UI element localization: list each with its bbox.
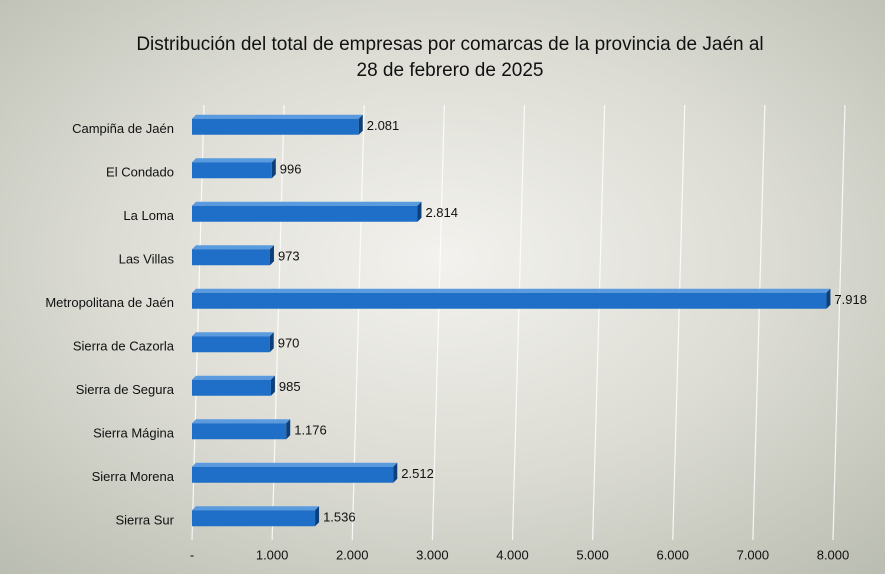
x-tick-label: 6.000 <box>656 547 689 562</box>
bar-side <box>271 158 276 179</box>
grid-line <box>431 104 445 541</box>
x-tick-label: 3.000 <box>416 547 449 562</box>
bar <box>192 205 418 222</box>
grid-line <box>592 104 606 541</box>
bar <box>192 292 827 309</box>
bar <box>192 336 270 353</box>
y-tick-label: Las Villas <box>119 252 175 267</box>
bar-side <box>315 506 320 527</box>
x-tick-label: 5.000 <box>576 547 609 562</box>
bar-top <box>192 332 274 337</box>
bar <box>192 249 270 266</box>
value-label: 7.918 <box>834 292 867 307</box>
value-label: 2.081 <box>367 118 400 133</box>
bar-top <box>192 506 320 511</box>
value-label: 1.176 <box>294 423 327 438</box>
value-label: 1.536 <box>323 510 356 525</box>
y-tick-label: El Condado <box>106 165 174 180</box>
value-label: 996 <box>280 162 302 177</box>
x-tick-label: 7.000 <box>737 547 770 562</box>
bar-side <box>286 419 291 440</box>
y-tick-label: Sierra de Cazorla <box>73 339 175 354</box>
x-tick-label: 4.000 <box>496 547 529 562</box>
bar <box>192 466 394 483</box>
bar-top <box>192 245 274 250</box>
bar <box>192 510 316 527</box>
bar <box>192 118 359 135</box>
x-tick-label: 1.000 <box>256 547 289 562</box>
y-tick-label: Sierra de Segura <box>76 382 175 397</box>
bar-top <box>192 419 291 424</box>
grid-line <box>672 104 686 541</box>
bar-top <box>192 288 831 293</box>
y-tick-label: La Loma <box>123 208 174 223</box>
chart-title: Distribución del total de empresas por c… <box>136 34 763 55</box>
bar-top <box>192 375 275 380</box>
y-tick-label: Sierra Morena <box>92 469 175 484</box>
bar-side <box>358 114 363 135</box>
value-label: 970 <box>278 336 300 351</box>
bar-side <box>269 245 274 266</box>
grid-line <box>832 104 846 541</box>
bar <box>192 379 271 396</box>
bar-side <box>270 375 275 396</box>
y-tick-label: Metropolitana de Jaén <box>45 295 174 310</box>
bar-top <box>192 158 276 163</box>
bar-side <box>826 288 831 309</box>
value-label: 985 <box>279 379 301 394</box>
bar-top <box>192 462 398 467</box>
bar-top <box>192 201 422 206</box>
x-tick-label: - <box>190 547 194 562</box>
bar-top <box>192 114 363 119</box>
bar-side <box>269 332 274 353</box>
y-tick-label: Campiña de Jaén <box>72 121 174 136</box>
bar-side <box>393 462 398 483</box>
grid-line <box>511 104 526 541</box>
chart-title: 28 de febrero de 2025 <box>357 60 544 81</box>
bar <box>192 423 287 440</box>
bar-side <box>417 201 422 222</box>
value-label: 2.814 <box>425 205 458 220</box>
x-tick-label: 2.000 <box>336 547 369 562</box>
value-label: 973 <box>278 249 300 264</box>
bar <box>192 162 272 179</box>
y-tick-label: Sierra Sur <box>115 513 174 528</box>
value-label: 2.512 <box>401 466 434 481</box>
y-tick-label: Sierra Mágina <box>93 426 175 441</box>
x-tick-label: 8.000 <box>817 547 850 562</box>
grid-line <box>752 104 766 541</box>
